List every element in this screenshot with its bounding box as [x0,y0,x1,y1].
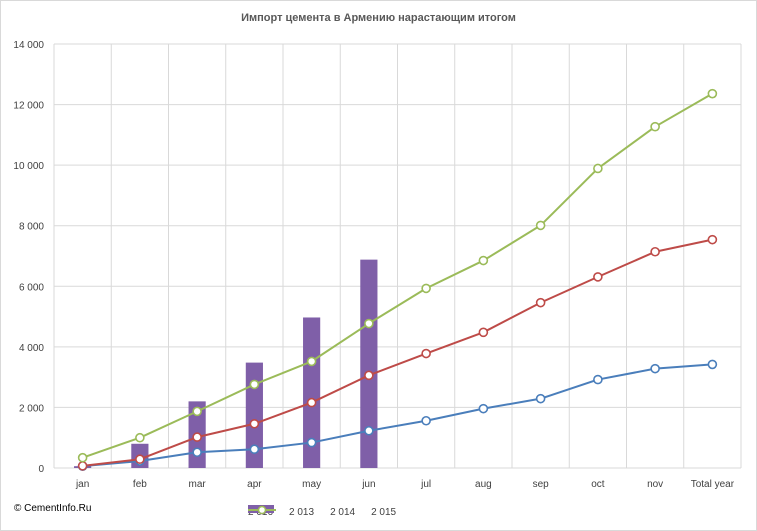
x-tick-label: jan [75,479,89,490]
point-2013 [478,403,489,414]
y-tick-label: 4 000 [19,343,44,354]
point-2015 [306,356,317,367]
legend-label: 2 015 [371,506,397,518]
point-2013 [421,415,431,426]
point-2014 [478,327,489,338]
y-tick-label: 10 000 [13,161,44,172]
point-2013 [249,444,260,455]
point-2013 [593,374,603,385]
point-2015 [478,255,489,266]
point-2014 [192,432,202,442]
point-2014 [650,246,660,257]
copyright-text: © CementInfo.Ru [14,503,92,514]
line-series-2013 [82,363,713,468]
point-2013 [364,425,374,436]
x-tick-label: oct [591,479,605,490]
point-2015 [249,379,260,390]
point-2014 [421,348,431,359]
y-tick-label: 8 000 [19,222,44,233]
legend-swatch-2015 [248,505,276,515]
point-2015 [650,121,660,132]
point-2015 [192,406,202,417]
point-2015 [77,452,88,463]
x-tick-label: aug [475,479,492,490]
x-tick-label: mar [189,479,207,490]
point-2013 [707,359,718,370]
point-2013 [650,363,660,374]
bar-2016 [360,259,378,468]
y-tick-label: 14 000 [13,40,44,51]
point-2015 [421,283,431,294]
legend-label: 2 014 [330,506,356,518]
point-2014 [535,297,546,308]
point-2014 [249,418,260,429]
x-tick-label: sep [533,479,550,490]
point-2014 [364,370,374,381]
point-2014 [135,454,145,465]
point-2015 [593,163,603,174]
y-tick-label: 2 000 [19,403,44,414]
chart-title: Импорт цемента в Армению нарастающим ито… [241,12,516,24]
line-series-2015 [82,92,713,459]
legend-item-2013: 2 013 [248,505,315,518]
legend-item-2014: 2 014 [248,505,356,518]
x-tick-label: Total year [691,479,735,490]
point-2014 [593,272,603,282]
y-tick-label: 0 [38,464,44,475]
point-2013 [535,393,546,404]
point-2015 [707,88,718,99]
point-2015 [135,432,145,443]
point-2015 [535,220,546,231]
x-tick-label: jun [361,479,375,490]
legend-label: 2 013 [289,506,315,518]
x-tick-label: jul [420,479,431,490]
point-2015 [364,318,374,329]
point-2013 [192,447,202,458]
point-2014 [77,461,88,471]
bar-2016 [303,317,321,468]
x-tick-label: nov [647,479,663,490]
y-tick-label: 6 000 [19,282,44,293]
x-tick-label: may [302,479,321,490]
y-tick-label: 12 000 [13,101,44,112]
point-2014 [306,397,317,408]
legend-item-2015: 2 015 [248,505,397,518]
x-tick-label: apr [247,479,262,490]
point-2013 [306,437,317,448]
line-series-2014 [82,238,713,467]
bar-2016 [245,362,263,468]
point-2014 [707,234,718,245]
x-tick-label: feb [133,479,147,490]
